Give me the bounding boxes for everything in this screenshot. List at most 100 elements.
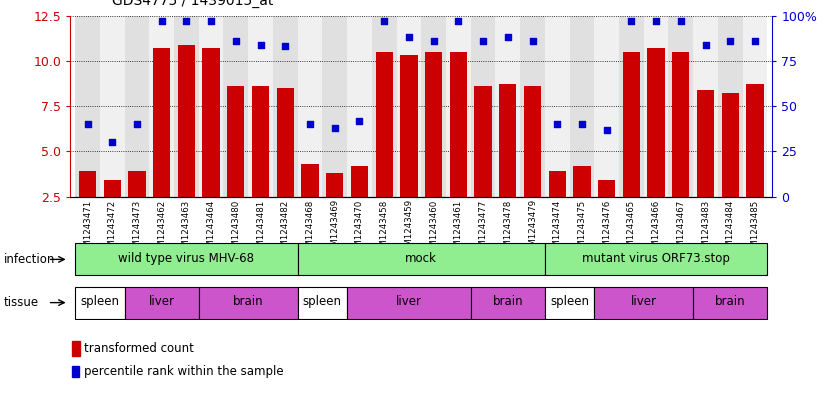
Point [600, 127, 613, 133]
Text: brain: brain [715, 296, 746, 309]
Text: transformed count: transformed count [84, 342, 194, 355]
Text: mock: mock [406, 252, 437, 265]
Bar [548, 171, 566, 196]
Point [254, 42, 267, 48]
Bar [297, 243, 545, 275]
Bar [446, 16, 471, 196]
Point [353, 118, 366, 124]
Bar [471, 16, 496, 196]
Bar [75, 287, 125, 318]
Bar [72, 341, 80, 356]
Bar [199, 287, 297, 318]
Point [278, 43, 292, 50]
Bar [743, 16, 767, 196]
Text: spleen: spleen [303, 296, 342, 309]
Bar [648, 48, 665, 196]
Point [205, 18, 218, 24]
Bar [595, 16, 619, 196]
Point [724, 38, 737, 44]
Point [303, 121, 316, 127]
Point [328, 125, 341, 131]
Bar [570, 16, 595, 196]
Bar [174, 16, 199, 196]
Bar [425, 52, 442, 196]
Bar [722, 94, 739, 196]
Point [106, 139, 119, 145]
Bar [693, 287, 767, 318]
Point [649, 18, 662, 24]
Text: wild type virus MHV-68: wild type virus MHV-68 [118, 252, 254, 265]
Bar [718, 16, 743, 196]
Bar [322, 16, 347, 196]
Bar [471, 287, 545, 318]
Text: infection: infection [4, 253, 55, 266]
Bar [178, 45, 195, 196]
Bar [643, 16, 668, 196]
Bar [524, 86, 541, 196]
Bar [75, 243, 297, 275]
Bar [75, 16, 100, 196]
Bar [153, 48, 170, 196]
Bar [595, 287, 693, 318]
Point [526, 38, 539, 44]
Bar [545, 287, 595, 318]
Bar [520, 16, 545, 196]
Bar [619, 16, 643, 196]
Point [699, 42, 712, 48]
Bar [301, 164, 319, 196]
Text: brain: brain [492, 296, 523, 309]
Bar [372, 16, 396, 196]
Point [402, 34, 415, 40]
Text: spleen: spleen [80, 296, 120, 309]
Text: liver: liver [631, 296, 657, 309]
Bar [252, 86, 269, 196]
Bar [128, 171, 145, 196]
Bar [202, 48, 220, 196]
Text: mutant virus ORF73.stop: mutant virus ORF73.stop [582, 252, 730, 265]
Text: liver: liver [396, 296, 422, 309]
Bar [747, 84, 764, 196]
Bar [150, 16, 174, 196]
Text: tissue: tissue [4, 296, 40, 309]
Point [748, 38, 762, 44]
Point [427, 38, 440, 44]
Text: brain: brain [233, 296, 263, 309]
Bar [376, 52, 393, 196]
Text: spleen: spleen [550, 296, 589, 309]
Bar [668, 16, 693, 196]
Bar [573, 166, 591, 196]
Bar [227, 86, 244, 196]
Text: percentile rank within the sample: percentile rank within the sample [84, 365, 284, 378]
Bar [623, 52, 640, 196]
Point [477, 38, 490, 44]
Bar [277, 88, 294, 196]
Bar [421, 16, 446, 196]
Bar [697, 90, 714, 196]
Point [377, 18, 391, 24]
Bar [125, 287, 199, 318]
Bar [499, 84, 516, 196]
Point [131, 121, 144, 127]
Point [624, 18, 638, 24]
Bar [248, 16, 273, 196]
Bar [103, 180, 121, 196]
Bar [401, 55, 418, 196]
Bar [545, 16, 570, 196]
Bar [474, 86, 491, 196]
Text: GDS4775 / 1439015_at: GDS4775 / 1439015_at [112, 0, 273, 8]
Point [576, 121, 589, 127]
Bar [598, 180, 615, 196]
Point [674, 18, 687, 24]
Bar [273, 16, 297, 196]
Bar [297, 287, 347, 318]
Bar [449, 52, 467, 196]
Bar [78, 171, 96, 196]
Point [155, 18, 169, 24]
Bar [545, 243, 767, 275]
Point [551, 121, 564, 127]
Bar [224, 16, 248, 196]
Bar [199, 16, 224, 196]
Bar [351, 166, 368, 196]
Bar [326, 173, 344, 196]
Bar [672, 52, 690, 196]
